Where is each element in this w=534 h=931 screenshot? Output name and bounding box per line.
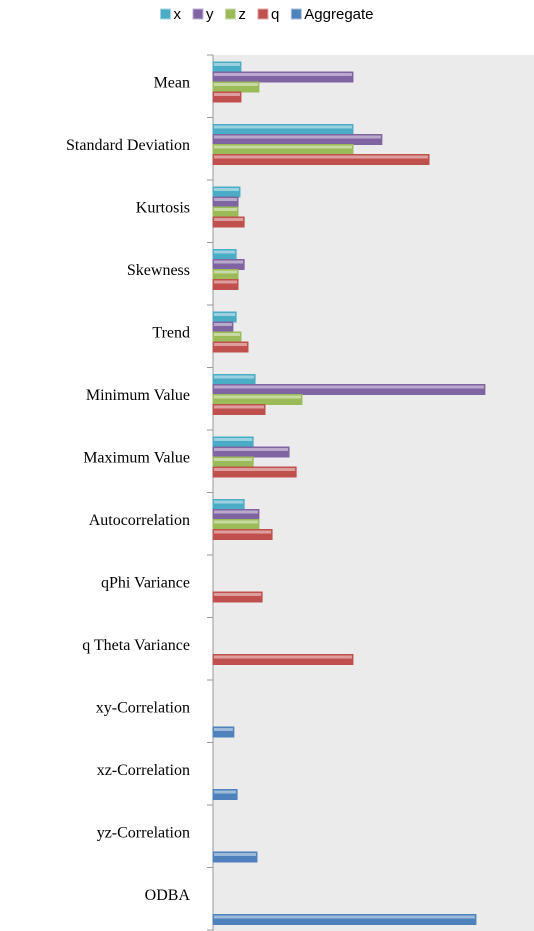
legend-label: q bbox=[271, 6, 279, 23]
category-label: ODBA bbox=[145, 887, 191, 904]
bar bbox=[212, 529, 273, 540]
category-label: q Theta Variance bbox=[82, 637, 190, 654]
category-label: qPhi Variance bbox=[101, 575, 190, 592]
legend-swatch bbox=[257, 8, 269, 20]
bar bbox=[212, 499, 245, 510]
legend-label: x bbox=[173, 6, 181, 23]
bar bbox=[212, 134, 383, 145]
bar bbox=[212, 331, 242, 343]
bar bbox=[212, 206, 239, 218]
bar bbox=[212, 789, 238, 800]
category-label: Standard Deviation bbox=[66, 137, 190, 154]
legend-label: y bbox=[206, 6, 214, 23]
bar bbox=[212, 311, 237, 323]
category-label: Kurtosis bbox=[136, 200, 190, 217]
bar bbox=[212, 914, 477, 925]
bar bbox=[212, 456, 254, 468]
bar bbox=[212, 321, 234, 333]
bar bbox=[212, 269, 239, 280]
category-label: Autocorrelation bbox=[89, 512, 190, 529]
category-label: yz-Correlation bbox=[97, 825, 190, 842]
category-label: xz-Correlation bbox=[97, 762, 190, 779]
bar bbox=[212, 509, 260, 520]
bar bbox=[212, 341, 249, 353]
legend-swatch bbox=[290, 8, 302, 20]
bar bbox=[212, 81, 260, 93]
legend-swatch bbox=[224, 8, 236, 20]
legend-swatch bbox=[192, 8, 204, 20]
bar bbox=[212, 71, 354, 83]
bar bbox=[212, 466, 297, 478]
bar bbox=[212, 124, 354, 135]
bar bbox=[212, 519, 260, 530]
bar bbox=[212, 144, 354, 155]
legend-swatch bbox=[159, 8, 171, 20]
bar bbox=[212, 249, 237, 260]
bar bbox=[212, 154, 430, 165]
bar bbox=[212, 374, 256, 385]
category-label: Trend bbox=[152, 325, 190, 342]
bar bbox=[212, 436, 254, 448]
bar bbox=[212, 259, 245, 270]
bar bbox=[212, 851, 258, 863]
legend-label: z bbox=[238, 6, 246, 23]
bar bbox=[212, 384, 486, 395]
bar bbox=[212, 446, 290, 458]
bar bbox=[212, 591, 263, 603]
bar bbox=[212, 61, 242, 73]
category-label: Skewness bbox=[127, 262, 190, 279]
bar bbox=[212, 404, 266, 415]
plot-background bbox=[213, 55, 534, 931]
bar bbox=[212, 196, 239, 208]
category-label: Minimum Value bbox=[86, 387, 190, 404]
category-label: Maximum Value bbox=[83, 450, 190, 467]
bar bbox=[212, 186, 241, 198]
category-label: Mean bbox=[154, 75, 190, 92]
bar bbox=[212, 91, 242, 103]
bar bbox=[212, 726, 235, 738]
bar bbox=[212, 279, 239, 290]
bar bbox=[212, 654, 354, 665]
category-label: xy-Correlation bbox=[96, 700, 190, 717]
legend-label: Aggregate bbox=[304, 6, 373, 23]
bar bbox=[212, 216, 245, 228]
bar bbox=[212, 394, 303, 405]
